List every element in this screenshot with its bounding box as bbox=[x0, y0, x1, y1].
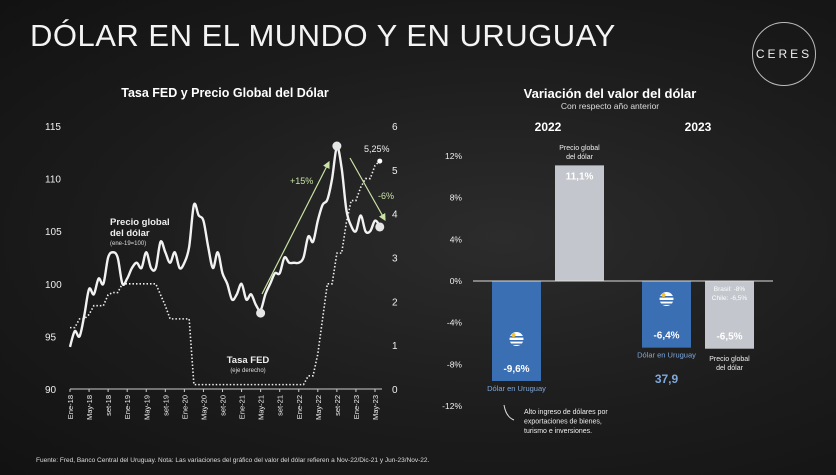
y-tick-label: -12% bbox=[442, 401, 462, 411]
low-point-marker bbox=[256, 308, 266, 318]
y-left-tick-label: 105 bbox=[45, 227, 62, 238]
group-label-2022: 2022 bbox=[535, 120, 562, 134]
y-left-tick-label: 110 bbox=[45, 175, 61, 186]
y-right-tick-label: 6 bbox=[392, 122, 398, 133]
global-2023-label-l1: Precio global bbox=[709, 356, 750, 363]
y-right-tick-label: 4 bbox=[392, 210, 398, 221]
x-tick-label: set-21 bbox=[276, 395, 285, 416]
y-tick-label: -8% bbox=[447, 359, 463, 369]
bar-2023-global bbox=[705, 281, 754, 349]
bar-value-label: 11,1% bbox=[566, 171, 594, 182]
y-right-tick-label: 3 bbox=[392, 254, 398, 265]
fall-label: -6% bbox=[378, 191, 394, 201]
fed-rate-line bbox=[70, 160, 381, 386]
page-title: DÓLAR EN EL MUNDO Y EN URUGUAY bbox=[30, 18, 616, 53]
x-tick-label: May-21 bbox=[257, 395, 266, 420]
x-tick-label: May-23 bbox=[371, 395, 380, 420]
source-footnote: Fuente: Fred, Banco Central del Uruguay.… bbox=[36, 457, 430, 464]
y-right-tick-label: 1 bbox=[392, 341, 398, 352]
x-tick-label: Ene-19 bbox=[123, 395, 132, 419]
callout-arrow-icon bbox=[503, 404, 515, 421]
x-tick-label: May-20 bbox=[199, 395, 208, 420]
y-left-tick-label: 115 bbox=[45, 122, 61, 133]
line-chart-title: Tasa FED y Precio Global del Dólar bbox=[121, 86, 329, 100]
y-left-tick-label: 90 bbox=[45, 385, 57, 396]
y-tick-label: 4% bbox=[450, 234, 463, 244]
chile-note: Chile: -6,5% bbox=[712, 295, 748, 302]
x-tick-label: Ene-23 bbox=[352, 395, 361, 419]
group-label-2023: 2023 bbox=[685, 120, 712, 134]
global-2023-label-l2: del dólar bbox=[716, 365, 744, 372]
ceres-logo: CERES bbox=[752, 22, 816, 86]
uruguay-flag-icon bbox=[509, 332, 524, 346]
index-label-line1: Precio global bbox=[110, 217, 170, 228]
bar-2022-global bbox=[555, 165, 604, 281]
bar-chart-title: Variación del valor del dólar bbox=[523, 86, 697, 101]
bar-value-label: -6,5% bbox=[716, 332, 742, 343]
x-tick-label: set-19 bbox=[161, 395, 170, 416]
index-label-line2: del dólar bbox=[110, 228, 150, 239]
y-right-tick-label: 0 bbox=[392, 385, 398, 396]
callout-text: exportaciones de bienes, bbox=[524, 419, 602, 426]
bar-value-label: -6,4% bbox=[653, 331, 679, 342]
x-tick-label: May-19 bbox=[142, 395, 151, 420]
y-right-tick-label: 5 bbox=[392, 166, 398, 177]
x-tick-label: set-18 bbox=[104, 395, 113, 416]
fed-sublabel: (eje derecho) bbox=[230, 368, 265, 374]
y-left-tick-label: 95 bbox=[45, 332, 57, 343]
last-point-marker bbox=[375, 222, 385, 232]
bar-2022-uruguay bbox=[492, 281, 541, 381]
index-sublabel: (ene-19=100) bbox=[110, 241, 146, 247]
rise-label: +15% bbox=[290, 176, 313, 186]
uruguay-2023-rate: 37,9 bbox=[655, 372, 679, 386]
uruguay-bar-label: Dólar en Uruguay bbox=[637, 351, 696, 360]
x-tick-label: Ene-20 bbox=[180, 395, 189, 419]
y-left-tick-label: 100 bbox=[45, 280, 62, 291]
uruguay-bar-label: Dólar en Uruguay bbox=[487, 384, 546, 393]
brasil-note: Brasil: -8% bbox=[714, 286, 746, 293]
bar-value-label: -9,6% bbox=[503, 364, 529, 375]
fed-last-marker bbox=[377, 158, 383, 164]
x-tick-label: set-20 bbox=[219, 395, 228, 416]
fed-label: Tasa FED bbox=[227, 355, 270, 366]
x-tick-label: Ene-21 bbox=[238, 395, 247, 419]
callout-text: Alto ingreso de dólares por bbox=[524, 409, 608, 416]
y-tick-label: 0% bbox=[450, 276, 463, 286]
x-tick-label: May-22 bbox=[314, 395, 323, 420]
x-tick-label: Ene-22 bbox=[295, 395, 304, 419]
callout-text: turismo e inversiones. bbox=[524, 428, 592, 435]
uruguay-flag-icon bbox=[659, 292, 674, 306]
y-tick-label: 12% bbox=[445, 151, 462, 161]
y-tick-label: 8% bbox=[450, 193, 463, 203]
global-2022-label-l1: Precio global bbox=[559, 145, 600, 152]
fed-last-label: 5,25% bbox=[364, 144, 390, 154]
rise-arrow bbox=[261, 160, 330, 295]
y-tick-label: -4% bbox=[447, 318, 463, 328]
fall-arrow bbox=[349, 157, 386, 222]
x-tick-label: May-18 bbox=[85, 395, 94, 420]
dollar-index-line bbox=[68, 145, 381, 348]
global-2022-label-l2: del dólar bbox=[566, 154, 594, 161]
y-right-tick-label: 2 bbox=[392, 297, 398, 308]
x-tick-label: set-22 bbox=[333, 395, 342, 416]
peak-point-marker bbox=[332, 141, 342, 151]
bar-chart-subtitle: Con respecto año anterior bbox=[560, 101, 660, 111]
x-tick-label: Ene-18 bbox=[66, 395, 75, 419]
